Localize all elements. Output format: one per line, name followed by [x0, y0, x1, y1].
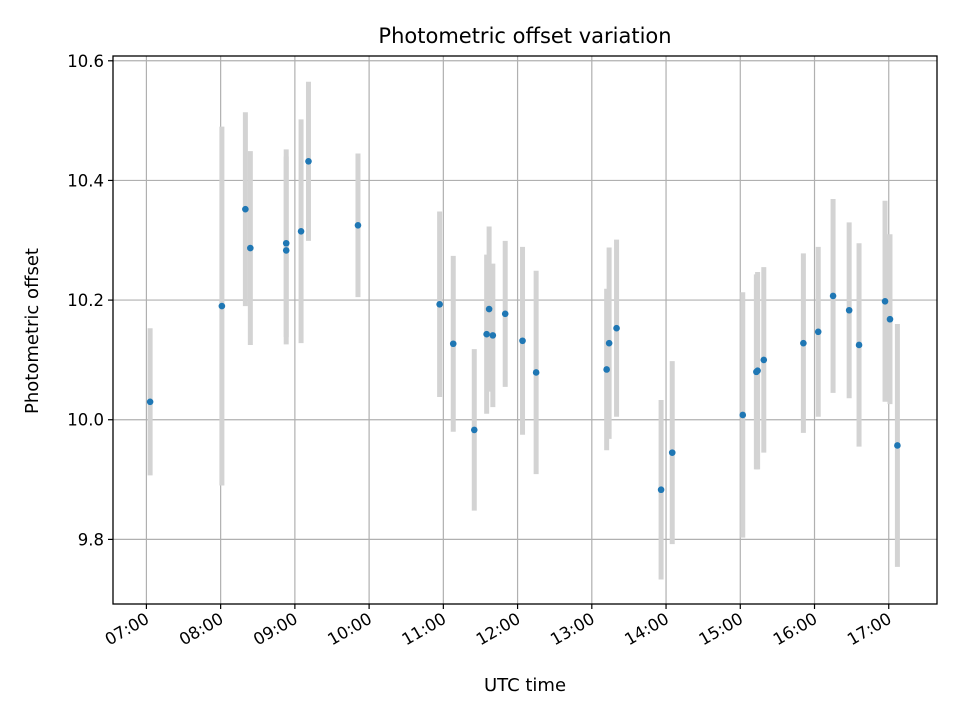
grid-lines: [113, 56, 937, 604]
data-point: [242, 205, 249, 213]
data-point: [881, 297, 889, 305]
data-point: [470, 426, 478, 434]
data-point: [800, 339, 807, 347]
data-point: [532, 369, 540, 376]
data-point: [305, 157, 312, 165]
data-point: [603, 366, 610, 373]
data-point: [814, 328, 822, 336]
data-point: [354, 222, 362, 229]
data-point: [845, 306, 853, 314]
data-point: [146, 398, 154, 406]
chart-title: Photometric offset variation: [378, 24, 671, 48]
data-point: [855, 341, 863, 349]
data-point: [485, 305, 493, 313]
data-point: [501, 310, 509, 318]
y-tick-label: 10.4: [67, 171, 104, 190]
data-point: [829, 292, 837, 300]
data-point: [739, 411, 747, 419]
data-point: [449, 340, 457, 348]
y-tick-label: 9.8: [78, 530, 104, 549]
data-point: [605, 339, 613, 347]
data-point: [489, 332, 497, 339]
data-point: [657, 486, 665, 494]
data-point: [886, 315, 894, 323]
data-point: [282, 239, 290, 247]
data-point: [483, 330, 490, 338]
y-axis-label: Photometric offset: [22, 248, 43, 414]
data-point: [247, 244, 254, 252]
data-point: [282, 247, 290, 254]
data-point: [436, 300, 443, 308]
data-point: [297, 227, 305, 235]
y-tick-label: 10.2: [67, 291, 104, 310]
data-point: [218, 302, 226, 310]
data-point: [668, 449, 676, 456]
y-axis: 9.8 10.0 10.2 10.4 10.6: [67, 52, 113, 549]
y-tick-label: 10.0: [67, 411, 104, 430]
data-point: [613, 324, 620, 332]
data-point: [754, 367, 761, 374]
data-point: [519, 337, 526, 345]
plot-frame: [112, 55, 938, 605]
data-points: [146, 157, 901, 494]
x-axis-label: UTC time: [484, 675, 566, 696]
data-point: [894, 442, 901, 449]
y-tick-label: 10.6: [67, 52, 104, 71]
data-point: [760, 356, 768, 364]
